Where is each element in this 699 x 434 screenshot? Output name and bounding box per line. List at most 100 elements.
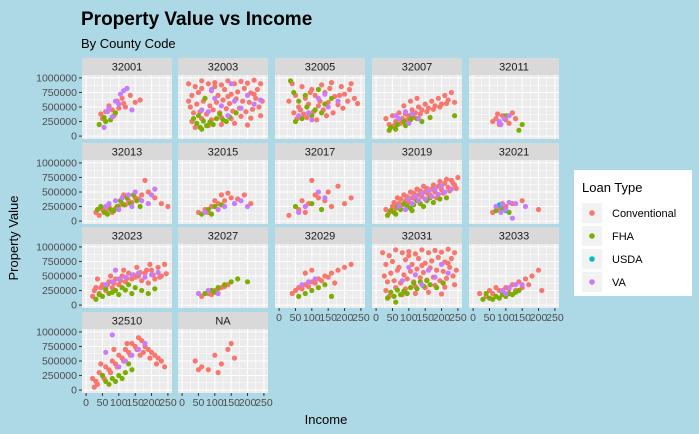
data-point (406, 249, 412, 255)
x-tick-label: 150 (513, 312, 531, 324)
data-point (153, 361, 160, 367)
data-point (210, 121, 216, 128)
facet-panel-32011: 32011 (469, 58, 559, 139)
chart-title: Property Value vs Income (81, 9, 312, 30)
data-point (116, 206, 122, 213)
data-point (319, 110, 325, 116)
data-point (99, 372, 106, 379)
data-point (256, 104, 262, 110)
data-point (286, 212, 292, 218)
data-point (490, 296, 496, 302)
data-point (315, 86, 321, 93)
data-point (258, 113, 264, 119)
data-point (103, 282, 109, 288)
data-point (314, 117, 320, 123)
data-point (388, 270, 394, 276)
data-point (135, 270, 142, 276)
data-point (215, 290, 221, 297)
data-point (480, 296, 486, 302)
data-point (251, 101, 257, 107)
data-point (122, 274, 128, 280)
chart-subtitle: By County Code (81, 36, 176, 51)
data-point (407, 285, 414, 291)
data-point (417, 111, 423, 117)
data-point (98, 361, 104, 367)
data-point (383, 287, 389, 294)
data-point (251, 91, 257, 97)
data-point (380, 250, 386, 256)
data-point (396, 203, 402, 210)
data-point (402, 257, 409, 263)
data-point (409, 111, 415, 117)
x-tick-label: 0 (470, 312, 476, 324)
data-point (119, 95, 125, 101)
data-point (103, 118, 109, 125)
data-point (327, 85, 333, 91)
data-point (129, 107, 135, 113)
data-point (200, 118, 206, 124)
data-point (116, 292, 122, 298)
data-point (496, 295, 502, 301)
data-point (147, 261, 153, 267)
x-tick-label: 100 (110, 397, 128, 409)
facet-panel-32510: 32510 0 250000 500000 750000 1000000 0 50 100150… (36, 312, 177, 409)
data-point (383, 261, 389, 267)
data-point (445, 270, 451, 276)
data-point (309, 177, 315, 183)
data-point (152, 186, 158, 192)
data-point (210, 107, 216, 113)
data-point (297, 107, 303, 113)
facet-strip (178, 312, 268, 329)
legend-title: Loan Type (582, 180, 642, 195)
data-point (195, 367, 202, 373)
data-point (427, 282, 433, 288)
data-point (319, 206, 325, 213)
facet-strip-label: 32031 (402, 231, 433, 243)
data-point (199, 85, 205, 91)
data-point (116, 372, 122, 379)
data-point (414, 266, 420, 272)
data-point (535, 206, 542, 213)
data-point (394, 287, 400, 293)
data-point (427, 114, 433, 121)
facet-strip (469, 143, 559, 160)
data-point (305, 279, 312, 285)
data-point (218, 121, 224, 128)
data-point (384, 279, 391, 285)
data-point (251, 77, 257, 83)
data-point (452, 282, 458, 288)
data-point (243, 109, 249, 115)
data-point (117, 91, 124, 97)
data-point (244, 279, 251, 285)
data-point (137, 203, 143, 210)
data-point (296, 293, 302, 299)
x-tick-label: 100 (206, 397, 224, 409)
data-point (112, 110, 119, 116)
data-point (432, 274, 438, 280)
data-point (305, 110, 312, 116)
data-point (254, 86, 260, 93)
data-point (453, 185, 459, 192)
data-point (414, 95, 420, 101)
data-point (98, 111, 104, 117)
data-point (452, 99, 458, 105)
data-point (199, 126, 205, 132)
x-tick-label: 200 (143, 397, 161, 409)
data-point (101, 114, 107, 121)
data-point (215, 370, 221, 376)
data-point (348, 261, 354, 267)
data-point (129, 340, 135, 347)
data-point (325, 189, 331, 195)
data-point (401, 118, 407, 125)
data-point (213, 99, 220, 105)
data-point (416, 116, 422, 122)
data-point (453, 267, 459, 273)
data-point (335, 98, 341, 104)
y-tick-label: 250000 (42, 201, 77, 213)
data-point (419, 262, 425, 269)
data-point (406, 264, 412, 270)
data-point (519, 282, 525, 288)
data-point (429, 98, 435, 104)
data-point (309, 201, 315, 207)
